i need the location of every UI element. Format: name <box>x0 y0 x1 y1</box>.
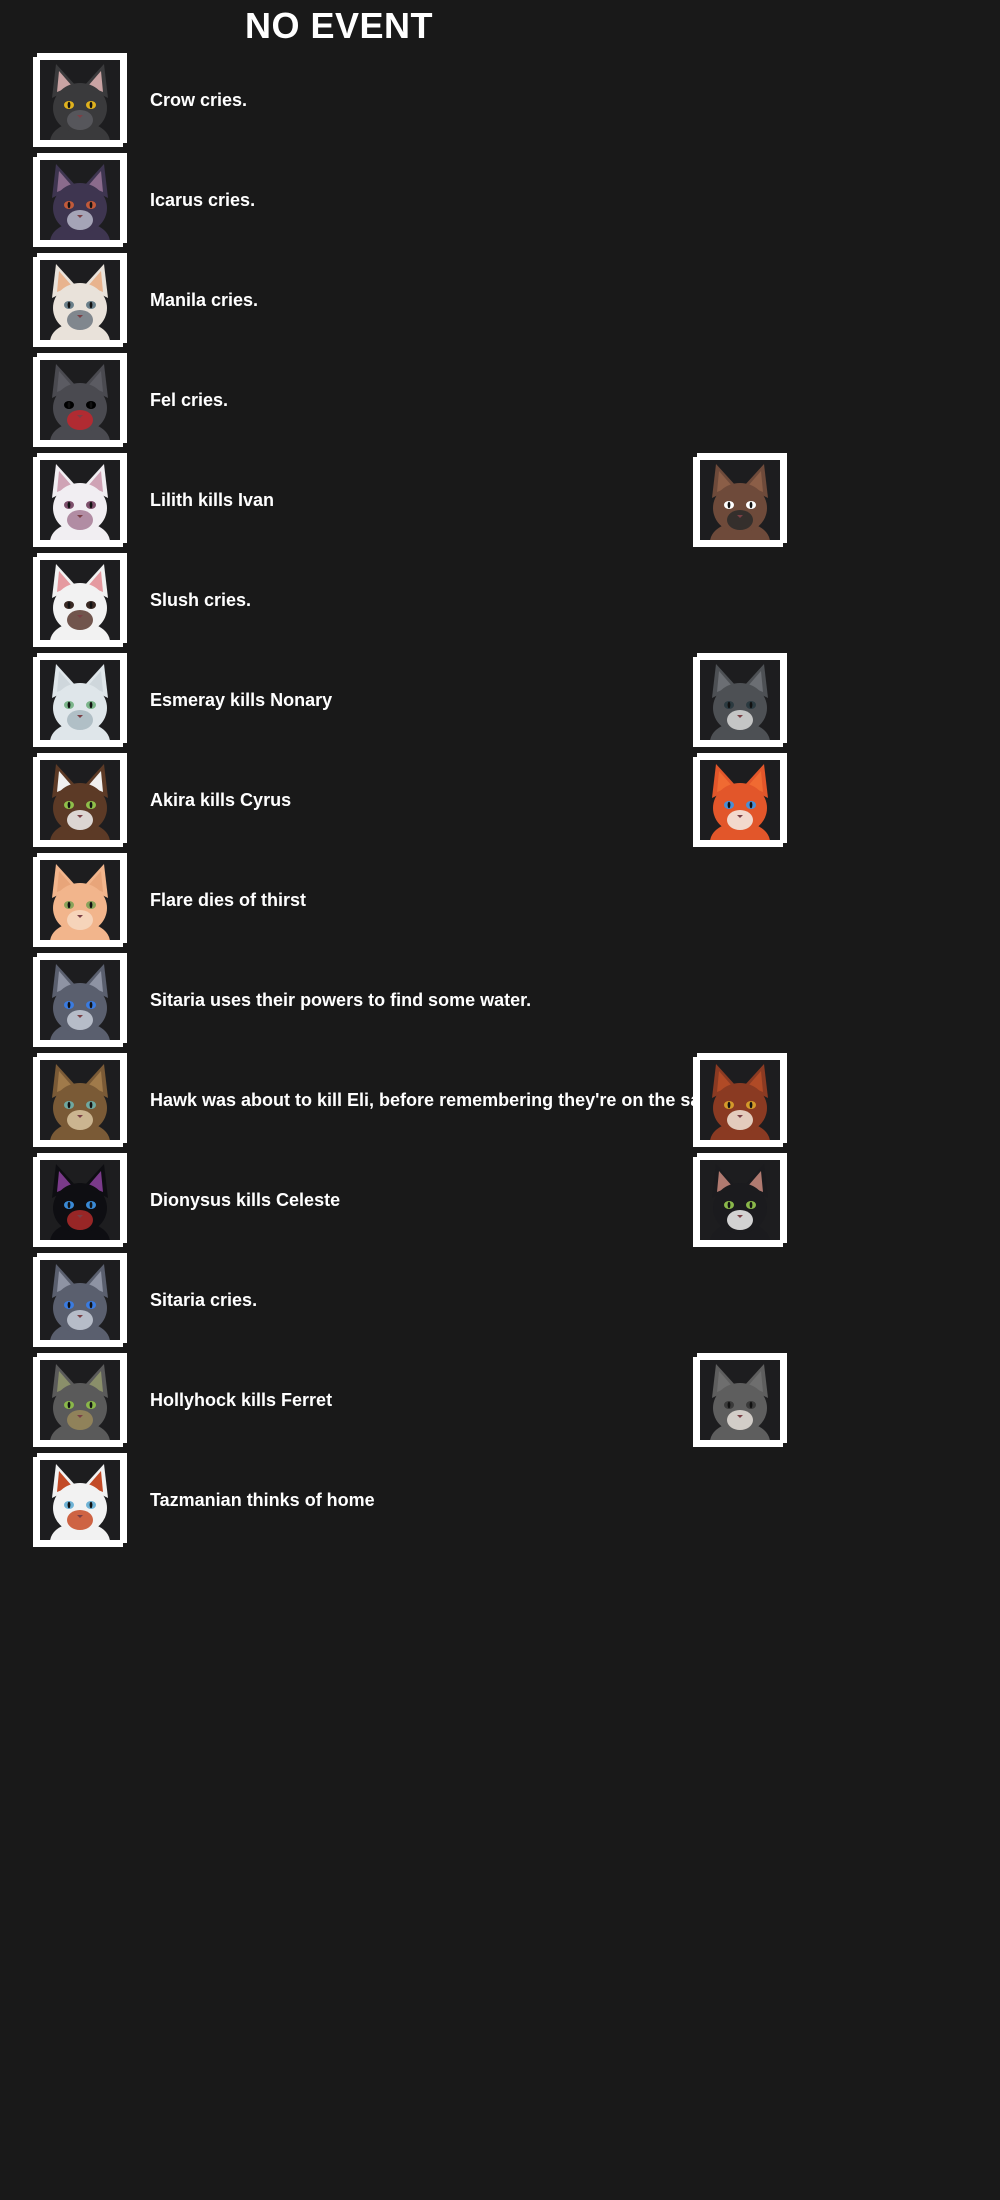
event-row: Fel cries. <box>0 353 1000 453</box>
cat-portrait-icon <box>40 360 120 440</box>
actor-avatar <box>33 1153 127 1247</box>
actor-avatar <box>33 1253 127 1347</box>
cat-portrait-icon <box>40 660 120 740</box>
event-text: Hawk was about to kill Eli, before remem… <box>150 1090 774 1110</box>
actor-avatar <box>33 453 127 547</box>
event-row: Hawk was about to kill Eli, before remem… <box>0 1053 1000 1153</box>
event-text: Fel cries. <box>150 390 229 410</box>
cat-portrait-icon <box>700 660 780 740</box>
event-text: Tazmanian thinks of home <box>150 1490 375 1510</box>
actor-avatar <box>33 1053 127 1147</box>
event-row: Lilith kills Ivan <box>0 453 1000 553</box>
actor-avatar <box>33 153 127 247</box>
event-row: Esmeray kills Nonary <box>0 653 1000 753</box>
actor-avatar <box>33 953 127 1047</box>
event-text: Dionysus kills Celeste <box>150 1190 341 1210</box>
event-text: Esmeray kills Nonary <box>150 690 333 710</box>
event-text: Flare dies of thirst <box>150 890 307 910</box>
actor-avatar-image <box>40 960 120 1040</box>
target-avatar <box>693 1153 787 1247</box>
actor-avatar <box>33 1353 127 1447</box>
target-avatar-image <box>700 660 780 740</box>
target-avatar <box>693 453 787 547</box>
target-avatar-image <box>700 1060 780 1140</box>
event-row: Hollyhock kills Ferret <box>0 1353 1000 1453</box>
cat-portrait-icon <box>700 1160 780 1240</box>
actor-avatar <box>33 553 127 647</box>
actor-avatar-image <box>40 760 120 840</box>
target-avatar <box>693 753 787 847</box>
cat-portrait-icon <box>40 1060 120 1140</box>
actor-avatar-image <box>40 860 120 940</box>
actor-avatar <box>33 853 127 947</box>
event-row: Crow cries. <box>0 53 1000 153</box>
actor-avatar-image <box>40 1260 120 1340</box>
actor-avatar-image <box>40 1360 120 1440</box>
actor-avatar-image <box>40 460 120 540</box>
event-text: Sitaria cries. <box>150 1290 258 1310</box>
cat-portrait-icon <box>40 1360 120 1440</box>
event-text: Hollyhock kills Ferret <box>150 1390 333 1410</box>
target-avatar-image <box>700 1360 780 1440</box>
event-row: Manila cries. <box>0 253 1000 353</box>
actor-avatar-image <box>40 660 120 740</box>
event-row: Dionysus kills Celeste <box>0 1153 1000 1253</box>
event-row: Slush cries. <box>0 553 1000 653</box>
event-text: Sitaria uses their powers to find some w… <box>150 990 532 1010</box>
cat-portrait-icon <box>40 960 120 1040</box>
target-avatar-image <box>700 1160 780 1240</box>
event-row: Icarus cries. <box>0 153 1000 253</box>
actor-avatar-image <box>40 260 120 340</box>
cat-portrait-icon <box>40 160 120 240</box>
target-avatar <box>693 1353 787 1447</box>
target-avatar-image <box>700 460 780 540</box>
event-row: Akira kills Cyrus <box>0 753 1000 853</box>
cat-portrait-icon <box>40 560 120 640</box>
page-title: NO EVENT <box>244 5 434 46</box>
actor-avatar <box>33 1453 127 1547</box>
actor-avatar-image <box>40 1060 120 1140</box>
actor-avatar <box>33 253 127 347</box>
target-avatar-image <box>700 760 780 840</box>
actor-avatar <box>33 653 127 747</box>
actor-avatar <box>33 53 127 147</box>
event-text: Lilith kills Ivan <box>150 490 275 510</box>
event-text: Akira kills Cyrus <box>150 790 292 810</box>
cat-portrait-icon <box>700 760 780 840</box>
cat-portrait-icon <box>40 260 120 340</box>
event-text: Manila cries. <box>150 290 259 310</box>
cat-portrait-icon <box>40 1460 120 1540</box>
target-avatar <box>693 1053 787 1147</box>
cat-portrait-icon <box>40 860 120 940</box>
target-avatar <box>693 653 787 747</box>
cat-portrait-icon <box>40 1160 120 1240</box>
cat-portrait-icon <box>700 1360 780 1440</box>
event-text: Crow cries. <box>150 90 248 110</box>
cat-portrait-icon <box>700 1060 780 1140</box>
event-text: Slush cries. <box>150 590 252 610</box>
cat-portrait-icon <box>40 60 120 140</box>
actor-avatar-image <box>40 60 120 140</box>
event-row: Flare dies of thirst <box>0 853 1000 953</box>
event-row: Sitaria cries. <box>0 1253 1000 1353</box>
event-list: Crow cries. Icarus cries. Manila cries. Fel… <box>0 53 1000 1553</box>
actor-avatar <box>33 753 127 847</box>
actor-avatar-image <box>40 560 120 640</box>
cat-portrait-icon <box>40 1260 120 1340</box>
cat-portrait-icon <box>40 760 120 840</box>
cat-portrait-icon <box>40 460 120 540</box>
actor-avatar-image <box>40 160 120 240</box>
event-row: Tazmanian thinks of home <box>0 1453 1000 1553</box>
cat-portrait-icon <box>700 460 780 540</box>
event-row: Sitaria uses their powers to find some w… <box>0 953 1000 1053</box>
actor-avatar-image <box>40 1460 120 1540</box>
actor-avatar <box>33 353 127 447</box>
actor-avatar-image <box>40 360 120 440</box>
actor-avatar-image <box>40 1160 120 1240</box>
event-text: Icarus cries. <box>150 190 256 210</box>
